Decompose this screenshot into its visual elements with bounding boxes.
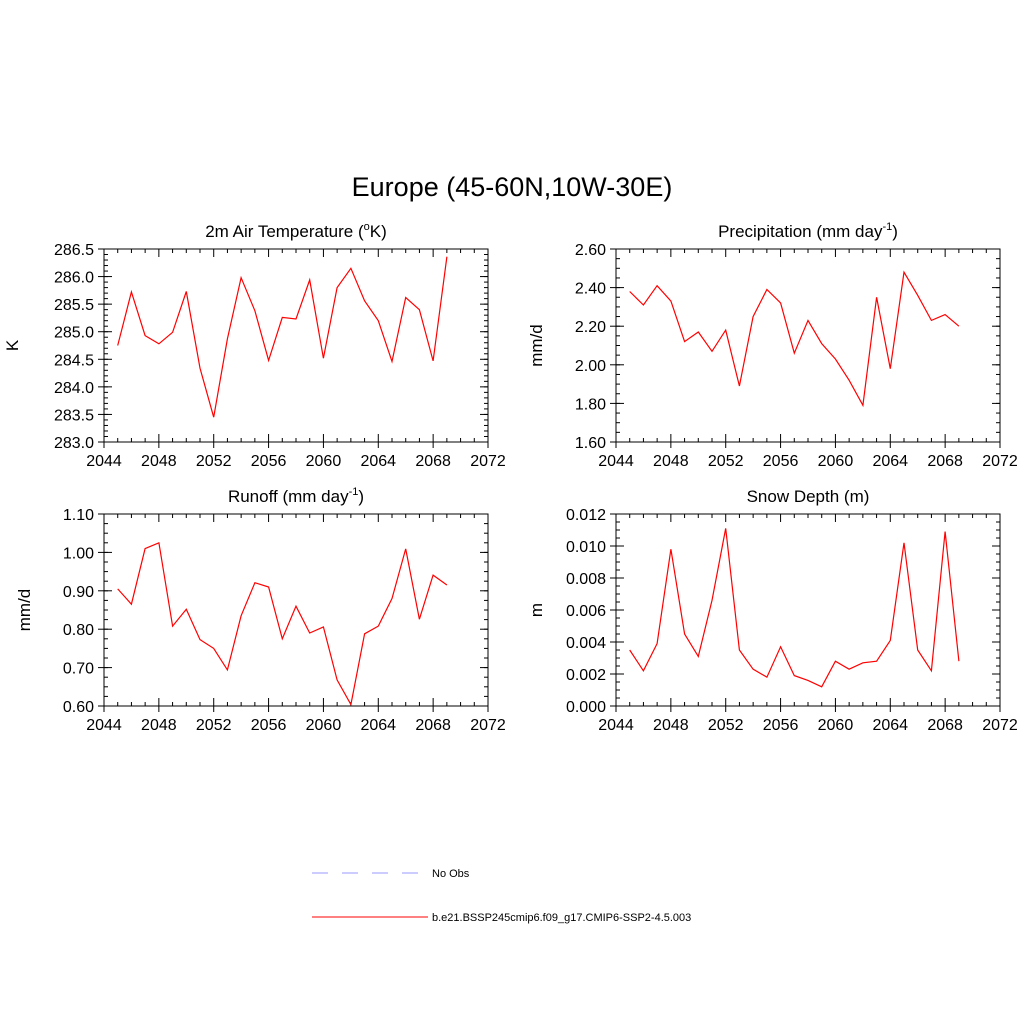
precipitation-y-tick-label: 2.00 xyxy=(575,358,606,375)
snow-depth-x-tick-label: 2052 xyxy=(708,717,744,734)
runoff-panel-title: Runoff (mm day-1) xyxy=(228,486,364,506)
figure-title: Europe (45-60N,10W-30E) xyxy=(352,172,673,202)
temperature-y-tick-label: 286.5 xyxy=(54,242,94,259)
snow-depth-y-tick-label: 0.000 xyxy=(566,699,606,716)
precipitation-title-main: Precipitation (mm day xyxy=(718,222,883,241)
snow-depth-plot-frame xyxy=(615,513,1001,707)
runoff-plot-frame xyxy=(103,513,489,707)
snow-depth-x-tick-label: 2060 xyxy=(818,717,854,734)
precipitation-title-end: ) xyxy=(892,222,898,241)
temperature-y-tick-label: 283.5 xyxy=(54,407,94,424)
temperature-title-sup: o xyxy=(364,221,370,233)
snow-depth-series-line xyxy=(629,528,960,688)
precipitation-plot-frame xyxy=(615,248,1001,443)
legend-label-model: b.e21.BSSP245cmip6.f09_g17.CMIP6-SSP2-4.… xyxy=(432,912,691,924)
precipitation-y-tick-label: 2.20 xyxy=(575,319,606,336)
panel-temperature: 2044 2048 2052 2056 2060 2064 2068 2072 283.0 283… xyxy=(3,221,506,470)
snow-depth-y-tick-label: 0.002 xyxy=(566,667,606,684)
runoff-x-tick-label: 2064 xyxy=(360,717,396,734)
runoff-x-tick-label: 2052 xyxy=(196,717,232,734)
temperature-y-tick-label: 284.5 xyxy=(54,352,94,369)
temperature-plot-frame xyxy=(103,248,489,443)
temperature-y-tick-label: 284.0 xyxy=(54,380,94,397)
runoff-y-tick-label: 1.10 xyxy=(63,507,94,524)
runoff-title-main: Runoff (mm day xyxy=(228,487,349,506)
panel-precipitation: 2044 2048 2052 2056 2060 2064 2068 2072 1.60 1.80… xyxy=(527,221,1018,470)
precipitation-x-tick-label: 2044 xyxy=(598,453,634,470)
snow-depth-y-tick-label: 0.008 xyxy=(566,571,606,588)
panel-runoff: 2044 2048 2052 2056 2060 2064 2068 2072 0.60 0.70… xyxy=(15,486,506,734)
temperature-x-tick-label: 2048 xyxy=(141,453,177,470)
runoff-x-tick-label: 2060 xyxy=(306,717,342,734)
temperature-panel-title: 2m Air Temperature (oK) xyxy=(205,221,387,241)
runoff-x-tick-label: 2068 xyxy=(415,717,451,734)
precipitation-x-tick-label: 2072 xyxy=(982,453,1018,470)
precipitation-series-line xyxy=(629,270,960,408)
precipitation-x-tick-label: 2068 xyxy=(927,453,963,470)
runoff-y-tick-label: 0.60 xyxy=(63,699,94,716)
temperature-y-axis-label: K xyxy=(3,339,22,351)
temperature-x-tick-label: 2064 xyxy=(360,453,396,470)
precipitation-x-tick-label: 2064 xyxy=(872,453,908,470)
precipitation-y-axis-label: mm/d xyxy=(527,324,546,367)
runoff-y-axis-label: mm/d xyxy=(15,589,34,632)
runoff-x-tick-label: 2056 xyxy=(251,717,287,734)
snow-depth-x-tick-label: 2072 xyxy=(982,717,1018,734)
precipitation-x-tick-label: 2052 xyxy=(708,453,744,470)
precipitation-x-tick-label: 2056 xyxy=(763,453,799,470)
temperature-x-tick-label: 2044 xyxy=(86,453,122,470)
runoff-x-tick-label: 2072 xyxy=(470,717,506,734)
snow-depth-y-axis-label: m xyxy=(527,603,546,617)
runoff-y-tick-label: 1.00 xyxy=(63,545,94,562)
runoff-x-tick-label: 2044 xyxy=(86,717,122,734)
snow-depth-x-tick-label: 2056 xyxy=(763,717,799,734)
precipitation-y-tick-label: 2.60 xyxy=(575,242,606,259)
runoff-y-tick-label: 0.70 xyxy=(63,661,94,678)
snow-depth-x-tick-label: 2044 xyxy=(598,717,634,734)
precipitation-panel-title: Precipitation (mm day-1) xyxy=(718,221,898,241)
temperature-x-tick-label: 2060 xyxy=(306,453,342,470)
precipitation-x-tick-label: 2060 xyxy=(818,453,854,470)
temperature-title-main: 2m Air Temperature ( xyxy=(205,222,364,241)
snow-depth-y-tick-label: 0.004 xyxy=(566,635,606,652)
temperature-y-tick-label: 285.0 xyxy=(54,325,94,342)
runoff-y-tick-label: 0.80 xyxy=(63,622,94,639)
snow-depth-y-tick-label: 0.012 xyxy=(566,507,606,524)
legend-label-obs: No Obs xyxy=(432,868,470,880)
precipitation-x-tick-label: 2048 xyxy=(653,453,689,470)
temperature-y-tick-label: 283.0 xyxy=(54,435,94,452)
snow-depth-y-tick-label: 0.010 xyxy=(566,539,606,556)
precipitation-y-tick-label: 2.40 xyxy=(575,281,606,298)
temperature-x-tick-label: 2072 xyxy=(470,453,506,470)
precipitation-y-tick-label: 1.60 xyxy=(575,435,606,452)
runoff-y-tick-label: 0.90 xyxy=(63,584,94,601)
snow-depth-y-tick-label: 0.006 xyxy=(566,603,606,620)
temperature-y-tick-label: 286.0 xyxy=(54,270,94,287)
runoff-title-end: ) xyxy=(358,487,364,506)
snow-depth-x-tick-label: 2068 xyxy=(927,717,963,734)
snow-depth-panel-title: Snow Depth (m) xyxy=(747,487,870,506)
legend: No Obs b.e21.BSSP245cmip6.f09_g17.CMIP6-… xyxy=(312,868,691,924)
runoff-series-line xyxy=(117,541,448,707)
temperature-y-tick-label: 285.5 xyxy=(54,297,94,314)
runoff-x-tick-label: 2048 xyxy=(141,717,177,734)
snow-depth-x-tick-label: 2064 xyxy=(872,717,908,734)
snow-depth-title-main: Snow Depth (m) xyxy=(747,487,870,506)
precipitation-title-sup: -1 xyxy=(882,221,892,233)
temperature-title-end: K) xyxy=(370,222,387,241)
precipitation-y-tick-label: 1.80 xyxy=(575,396,606,413)
runoff-title-sup: -1 xyxy=(349,486,359,498)
temperature-x-tick-label: 2052 xyxy=(196,453,232,470)
panel-snow-depth: 2044 2048 2052 2056 2060 2064 2068 2072 0.000 0.0… xyxy=(527,487,1018,734)
snow-depth-x-tick-label: 2048 xyxy=(653,717,689,734)
temperature-x-tick-label: 2068 xyxy=(415,453,451,470)
temperature-x-tick-label: 2056 xyxy=(251,453,287,470)
temperature-series-line xyxy=(117,256,448,418)
